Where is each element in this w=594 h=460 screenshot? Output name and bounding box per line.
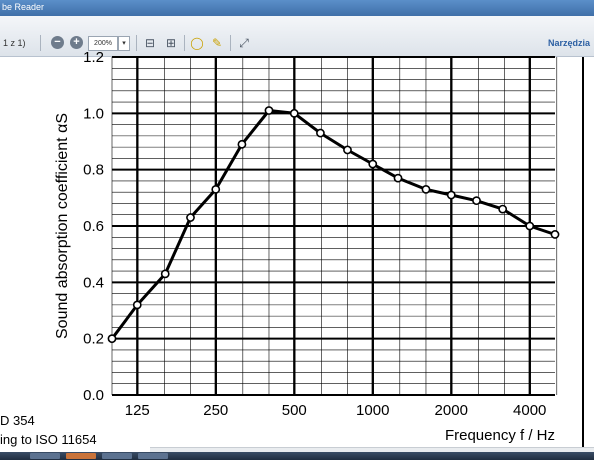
page-counter: 1 z 1) xyxy=(3,38,26,48)
data-point xyxy=(421,184,431,194)
data-point xyxy=(368,159,378,169)
x-tick-label: 250 xyxy=(203,402,228,419)
caption-line-1: D 354 xyxy=(0,413,35,428)
taskbar xyxy=(0,452,594,460)
data-point xyxy=(237,139,247,149)
zoom-in-icon[interactable]: + xyxy=(70,36,83,49)
data-point xyxy=(107,334,117,344)
highlight-icon[interactable]: ✎ xyxy=(211,36,223,50)
x-tick-label: 125 xyxy=(125,402,150,419)
fit-width-icon[interactable]: ⊞ xyxy=(165,36,177,50)
data-point xyxy=(160,269,170,279)
data-point xyxy=(498,204,508,214)
y-tick-label: 0.2 xyxy=(83,331,104,348)
data-point xyxy=(343,145,352,155)
series-line xyxy=(110,109,556,340)
app-title: be Reader xyxy=(2,2,45,12)
y-tick-label: 0.0 xyxy=(83,387,104,404)
toolbar-separator xyxy=(40,35,41,51)
data-point xyxy=(446,190,456,200)
taskbar-item[interactable] xyxy=(138,453,168,459)
x-tick-label: 4000 xyxy=(513,402,546,419)
document-area xyxy=(0,57,594,451)
data-point xyxy=(472,196,481,206)
y-tick-label: 1.2 xyxy=(83,49,104,66)
tools-menu[interactable]: Narzędzia xyxy=(547,38,590,48)
data-point xyxy=(264,106,274,115)
zoom-input[interactable]: 200% xyxy=(88,36,118,51)
comment-icon[interactable]: ◯ xyxy=(190,36,204,50)
x-tick-label: 500 xyxy=(282,402,307,419)
data-point xyxy=(393,173,403,183)
horizontal-scrollbar[interactable] xyxy=(150,447,594,454)
y-axis-label: Sound absorption coefficient αS xyxy=(54,113,71,339)
y-tick-label: 0.4 xyxy=(83,274,104,291)
x-tick-label: 1000 xyxy=(356,402,389,419)
toolbar-separator xyxy=(230,35,231,51)
taskbar-item[interactable] xyxy=(66,453,96,459)
title-bar: be Reader xyxy=(0,0,594,16)
y-tick-label: 1.0 xyxy=(83,105,104,122)
x-axis-label: Frequency f / Hz xyxy=(445,427,555,444)
expand-icon[interactable]: ⤢ xyxy=(239,36,249,50)
data-point xyxy=(132,300,142,310)
toolbar-separator xyxy=(136,35,137,51)
toolbar-separator xyxy=(184,35,185,51)
caption-line-2: ing to ISO 11654 xyxy=(0,432,97,447)
fit-page-icon[interactable]: ⊟ xyxy=(144,36,156,50)
data-point xyxy=(550,230,560,239)
data-point xyxy=(289,108,299,118)
zoom-out-icon[interactable]: − xyxy=(51,36,64,49)
zoom-dropdown-button[interactable]: ▾ xyxy=(118,36,130,51)
y-tick-label: 0.8 xyxy=(83,162,104,179)
data-point xyxy=(211,184,221,194)
page-border xyxy=(582,57,584,451)
data-point xyxy=(316,128,325,138)
taskbar-item[interactable] xyxy=(102,453,132,459)
data-point xyxy=(186,213,195,222)
x-tick-label: 2000 xyxy=(435,402,468,419)
taskbar-item[interactable] xyxy=(30,453,60,459)
y-tick-label: 0.6 xyxy=(83,218,104,235)
data-point xyxy=(525,221,535,231)
